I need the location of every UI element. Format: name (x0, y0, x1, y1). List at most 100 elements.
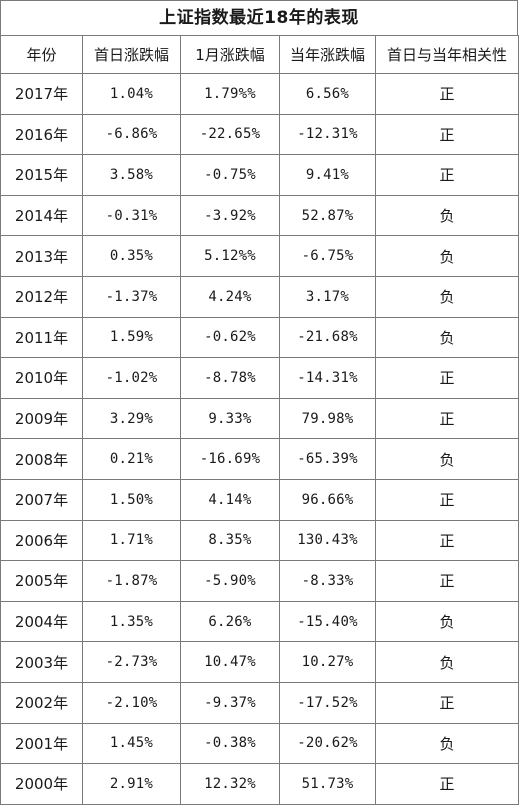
cell-january-change: -16.69% (180, 438, 280, 480)
cell-january-change: 8.35% (180, 519, 280, 562)
table-row: 2002年 -2.10% -9.37% -17.52% 正 (0, 681, 519, 724)
cell-first-day-change: 3.29% (82, 397, 181, 440)
cell-first-day-change: -2.73% (82, 641, 181, 683)
header-first-day-change: 首日涨跌幅 (82, 35, 181, 74)
cell-correlation: 正 (375, 681, 519, 724)
cell-january-change: 6.26% (180, 600, 280, 643)
cell-january-change: -0.75% (180, 154, 280, 196)
table-row: 2004年 1.35% 6.26% -15.40% 负 (0, 600, 519, 643)
table-row: 2003年 -2.73% 10.47% 10.27% 负 (0, 641, 519, 683)
header-row: 年份 首日涨跌幅 1月涨跌幅 当年涨跌幅 首日与当年相关性 (0, 35, 519, 74)
cell-year: 2010年 (0, 357, 83, 399)
cell-full-year-change: -20.62% (279, 722, 376, 765)
cell-year: 2006年 (0, 519, 83, 562)
cell-full-year-change: 6.56% (279, 73, 376, 115)
cell-year: 2017年 (0, 73, 83, 115)
cell-full-year-change: 9.41% (279, 154, 376, 196)
table-row: 2007年 1.50% 4.14% 96.66% 正 (0, 478, 519, 521)
cell-correlation: 负 (375, 235, 519, 277)
cell-full-year-change: 130.43% (279, 519, 376, 562)
cell-first-day-change: 1.04% (82, 73, 181, 115)
cell-january-change: 10.47% (180, 641, 280, 683)
cell-correlation: 正 (375, 357, 519, 399)
cell-full-year-change: 51.73% (279, 763, 376, 805)
cell-full-year-change: -8.33% (279, 560, 376, 602)
cell-first-day-change: 1.59% (82, 316, 181, 359)
cell-full-year-change: -6.75% (279, 235, 376, 277)
cell-january-change: -5.90% (180, 560, 280, 602)
table-row: 2011年 1.59% -0.62% -21.68% 负 (0, 316, 519, 359)
cell-correlation: 正 (375, 478, 519, 521)
cell-full-year-change: 10.27% (279, 641, 376, 683)
header-january-change: 1月涨跌幅 (180, 35, 280, 74)
cell-correlation: 正 (375, 763, 519, 805)
cell-january-change: -0.62% (180, 316, 280, 359)
header-full-year-change: 当年涨跌幅 (279, 35, 376, 74)
cell-correlation: 负 (375, 722, 519, 765)
cell-year: 2011年 (0, 316, 83, 359)
cell-first-day-change: -2.10% (82, 681, 181, 724)
cell-first-day-change: 0.35% (82, 235, 181, 277)
cell-year: 2016年 (0, 113, 83, 156)
cell-year: 2012年 (0, 275, 83, 318)
cell-january-change: 12.32% (180, 763, 280, 805)
cell-january-change: -8.78% (180, 357, 280, 399)
cell-january-change: 1.79%% (180, 73, 280, 115)
cell-first-day-change: -1.87% (82, 560, 181, 602)
cell-january-change: -22.65% (180, 113, 280, 156)
cell-full-year-change: 52.87% (279, 194, 376, 237)
cell-january-change: 4.24% (180, 275, 280, 318)
cell-full-year-change: -12.31% (279, 113, 376, 156)
table-row: 2001年 1.45% -0.38% -20.62% 负 (0, 722, 519, 765)
table-row: 2006年 1.71% 8.35% 130.43% 正 (0, 519, 519, 562)
cell-year: 2005年 (0, 560, 83, 602)
cell-year: 2004年 (0, 600, 83, 643)
cell-correlation: 正 (375, 154, 519, 196)
cell-correlation: 正 (375, 73, 519, 115)
cell-full-year-change: -21.68% (279, 316, 376, 359)
cell-year: 2000年 (0, 763, 83, 805)
cell-year: 2008年 (0, 438, 83, 480)
cell-correlation: 正 (375, 560, 519, 602)
table-row: 2010年 -1.02% -8.78% -14.31% 正 (0, 357, 519, 399)
table-row: 2000年 2.91% 12.32% 51.73% 正 (0, 763, 519, 805)
cell-full-year-change: -17.52% (279, 681, 376, 724)
table-row: 2008年 0.21% -16.69% -65.39% 负 (0, 438, 519, 480)
cell-year: 2003年 (0, 641, 83, 683)
cell-january-change: -3.92% (180, 194, 280, 237)
cell-january-change: -9.37% (180, 681, 280, 724)
cell-first-day-change: 1.35% (82, 600, 181, 643)
cell-year: 2009年 (0, 397, 83, 440)
cell-january-change: 4.14% (180, 478, 280, 521)
cell-first-day-change: 1.71% (82, 519, 181, 562)
table-row: 2013年 0.35% 5.12%% -6.75% 负 (0, 235, 519, 277)
cell-year: 2007年 (0, 478, 83, 521)
cell-correlation: 负 (375, 275, 519, 318)
cell-year: 2014年 (0, 194, 83, 237)
header-correlation: 首日与当年相关性 (375, 35, 519, 74)
table-row: 2012年 -1.37% 4.24% 3.17% 负 (0, 275, 519, 318)
cell-january-change: 5.12%% (180, 235, 280, 277)
cell-first-day-change: 0.21% (82, 438, 181, 480)
cell-first-day-change: -1.02% (82, 357, 181, 399)
cell-full-year-change: 96.66% (279, 478, 376, 521)
table-row: 2016年 -6.86% -22.65% -12.31% 正 (0, 113, 519, 156)
cell-first-day-change: -6.86% (82, 113, 181, 156)
cell-year: 2013年 (0, 235, 83, 277)
table-row: 2014年 -0.31% -3.92% 52.87% 负 (0, 194, 519, 237)
cell-full-year-change: 79.98% (279, 397, 376, 440)
table-title: 上证指数最近18年的表现 (0, 0, 518, 35)
cell-first-day-change: 3.58% (82, 154, 181, 196)
table-row: 2017年 1.04% 1.79%% 6.56% 正 (0, 73, 519, 115)
cell-correlation: 负 (375, 316, 519, 359)
cell-first-day-change: -1.37% (82, 275, 181, 318)
cell-correlation: 正 (375, 397, 519, 440)
cell-correlation: 负 (375, 438, 519, 480)
cell-full-year-change: 3.17% (279, 275, 376, 318)
cell-first-day-change: 1.50% (82, 478, 181, 521)
cell-january-change: -0.38% (180, 722, 280, 765)
cell-first-day-change: -0.31% (82, 194, 181, 237)
cell-january-change: 9.33% (180, 397, 280, 440)
table-body: 2017年 1.04% 1.79%% 6.56% 正 2016年 -6.86% -22.65%… (0, 73, 519, 805)
